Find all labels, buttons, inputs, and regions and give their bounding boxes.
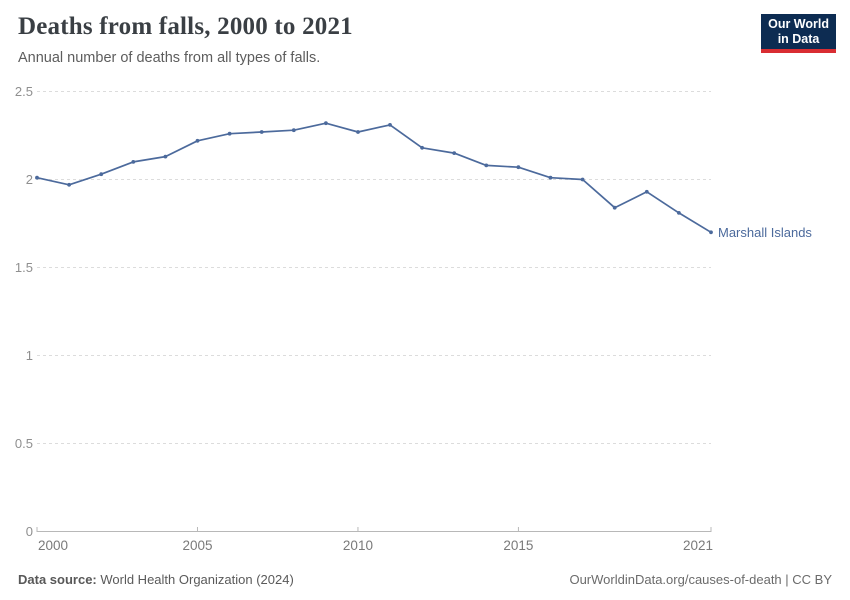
- data-source-value: World Health Organization (2024): [96, 572, 294, 587]
- data-source: Data source: World Health Organization (…: [18, 572, 294, 587]
- data-point[interactable]: [163, 154, 168, 159]
- data-point[interactable]: [99, 172, 104, 177]
- chart-footer: Data source: World Health Organization (…: [18, 572, 832, 587]
- series-label[interactable]: Marshall Islands: [718, 225, 812, 240]
- data-source-label: Data source:: [18, 572, 97, 587]
- y-axis-label: 1.5: [15, 260, 33, 275]
- data-point[interactable]: [612, 205, 617, 210]
- data-point[interactable]: [388, 123, 392, 127]
- data-point[interactable]: [35, 175, 39, 180]
- x-axis-label: 2021: [683, 538, 713, 553]
- x-axis-label: 2000: [38, 538, 68, 553]
- data-point[interactable]: [420, 145, 424, 150]
- x-axis-label: 2015: [503, 538, 533, 553]
- y-axis-label: 2: [26, 172, 33, 187]
- x-axis-label: 2005: [182, 538, 212, 553]
- data-point[interactable]: [677, 211, 681, 215]
- data-point[interactable]: [291, 128, 296, 133]
- data-point[interactable]: [580, 177, 585, 182]
- data-point[interactable]: [356, 130, 360, 134]
- y-axis-label: 0: [26, 524, 33, 539]
- x-axis-label: 2010: [343, 538, 373, 553]
- header: Deaths from falls, 2000 to 2021 Annual n…: [18, 13, 353, 66]
- data-point[interactable]: [484, 163, 489, 168]
- page-title: Deaths from falls, 2000 to 2021: [18, 13, 353, 40]
- data-point[interactable]: [67, 182, 71, 187]
- data-point[interactable]: [709, 230, 713, 235]
- data-point[interactable]: [516, 165, 521, 170]
- data-point[interactable]: [259, 130, 264, 134]
- series-line[interactable]: [36, 122, 712, 234]
- owid-logo-line1: Our World: [768, 17, 829, 31]
- data-point[interactable]: [131, 160, 136, 164]
- owid-logo[interactable]: Our World in Data: [761, 14, 836, 53]
- data-point[interactable]: [644, 189, 649, 194]
- y-axis-label: 1: [26, 348, 33, 363]
- chart-subtitle: Annual number of deaths from all types o…: [18, 50, 321, 66]
- data-point[interactable]: [548, 175, 553, 180]
- data-point[interactable]: [195, 138, 200, 143]
- y-axis-label: 0.5: [15, 436, 33, 451]
- owid-logo-line2: in Data: [777, 32, 820, 46]
- data-point[interactable]: [324, 121, 328, 126]
- data-point[interactable]: [452, 151, 457, 156]
- citation-link[interactable]: OurWorldinData.org/causes-of-death | CC …: [569, 572, 832, 587]
- data-point[interactable]: [227, 131, 232, 136]
- y-axis-label: 2.5: [15, 84, 33, 99]
